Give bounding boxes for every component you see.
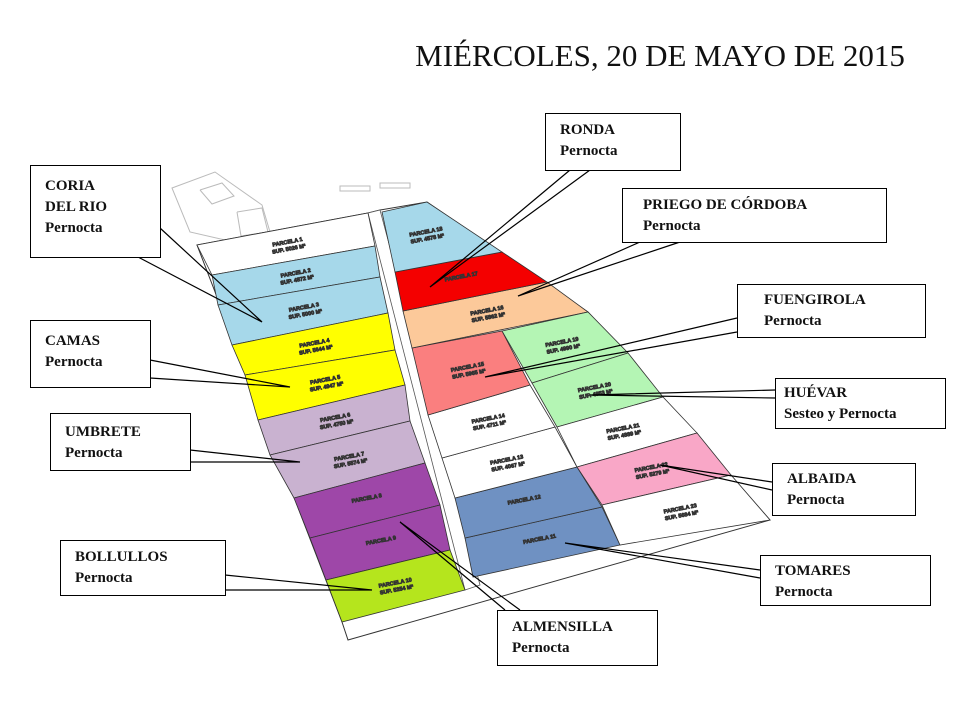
callout-town: CORIA [45, 178, 96, 194]
callout-ronda: RONDA Pernocta [545, 113, 681, 171]
callout-activity: Pernocta [560, 143, 618, 159]
page-title: MIÉRCOLES, 20 DE MAYO DE 2015 [415, 38, 905, 73]
callout-town: UMBRETE [65, 424, 141, 440]
callout-fuengirola: FUENGIROLA Pernocta [737, 284, 926, 338]
callout-town: CAMAS [45, 333, 100, 349]
callout-activity: Pernocta [75, 570, 133, 586]
callout-town: DEL RIO [45, 199, 108, 215]
callout-activity: Pernocta [787, 492, 845, 508]
callout-umbrete: UMBRETE Pernocta [50, 413, 191, 471]
callout-town: BOLLULLOS [75, 549, 168, 565]
callout-bollullos: BOLLULLOS Pernocta [60, 540, 226, 596]
callout-town: HUÉVAR [784, 385, 848, 401]
callout-activity: Pernocta [45, 354, 103, 370]
leader-lines [137, 169, 776, 611]
callout-activity: Pernocta [643, 218, 701, 234]
callout-albaida: ALBAIDA Pernocta [772, 463, 916, 516]
callout-activity: Pernocta [45, 220, 103, 236]
callout-town: ALMENSILLA [512, 619, 613, 635]
callout-town: PRIEGO DE CÓRDOBA [643, 197, 808, 213]
callout-coria-del-rio: CORIA DEL RIO Pernocta [30, 165, 161, 258]
callout-town: TOMARES [775, 563, 851, 579]
callout-town: ALBAIDA [787, 471, 857, 487]
parcel-10 [325, 549, 466, 623]
callout-town: RONDA [560, 122, 615, 138]
parcel-23 [601, 474, 771, 546]
callout-tomares: TOMARES Pernocta [760, 555, 931, 606]
callout-almensilla: ALMENSILLA Pernocta [497, 610, 658, 666]
parcel-15 [411, 330, 531, 416]
callout-activity: Pernocta [65, 445, 123, 461]
callout-camas: CAMAS Pernocta [30, 320, 151, 388]
callout-priego-de-cordoba: PRIEGO DE CÓRDOBA Pernocta [622, 188, 887, 243]
central-road [367, 209, 481, 591]
callout-activity: Pernocta [512, 640, 570, 656]
callout-huevar: HUÉVAR Sesteo y Pernocta [775, 378, 946, 429]
callout-activity: Pernocta [764, 313, 822, 329]
callout-activity: Pernocta [775, 584, 833, 600]
parcel-18 [381, 201, 504, 273]
callout-activity: Sesteo y Pernocta [784, 406, 897, 422]
callout-town: FUENGIROLA [764, 292, 866, 308]
